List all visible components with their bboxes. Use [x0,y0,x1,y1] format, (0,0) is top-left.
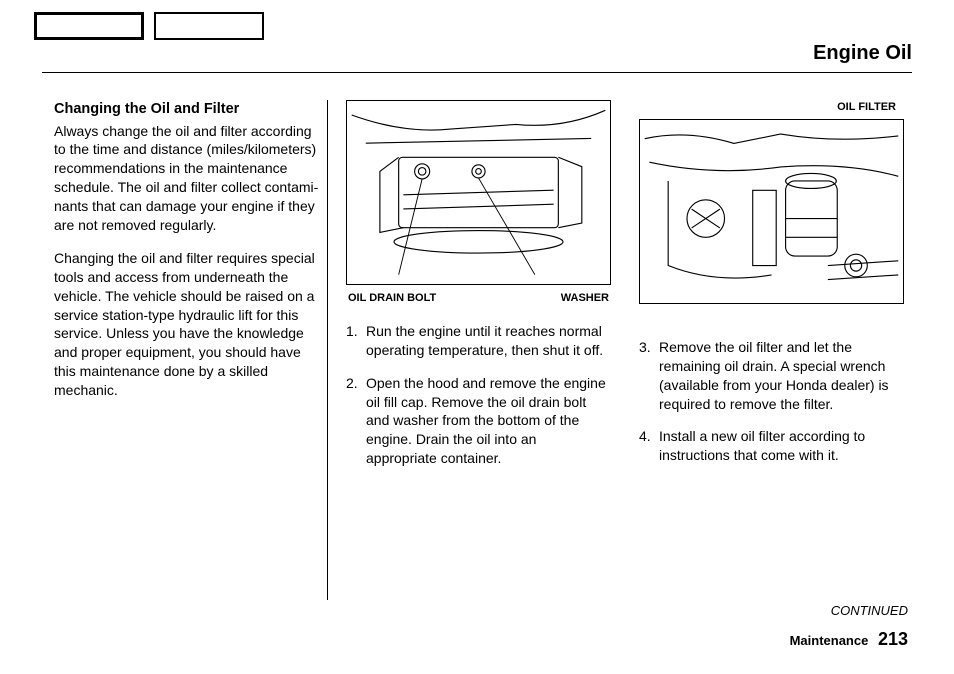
step-3: Remove the oil filter and let the remain… [639,338,904,414]
header-box-1 [34,12,144,40]
page-title: Engine Oil [813,42,912,65]
footer-page-number: 213 [878,629,908,649]
intro-paragraph-2: Changing the oil and filter requires spe… [54,249,319,400]
label-oil-filter: OIL FILTER [639,100,904,115]
steps-3-4: Remove the oil filter and let the remain… [639,338,904,465]
header-blank-boxes [34,12,264,40]
label-washer: WASHER [561,291,609,306]
title-rule [42,72,912,73]
drain-bolt-figure [346,100,611,285]
label-drain-bolt: OIL DRAIN BOLT [348,291,436,306]
step-4: Install a new oil filter according to in… [639,427,904,465]
figure-labels: OIL DRAIN BOLT WASHER [346,291,611,306]
column-3: OIL FILTER [621,100,912,600]
content-columns: Changing the Oil and Filter Always chang… [46,100,912,600]
column-2: OIL DRAIN BOLT WASHER Run the engine unt… [327,100,621,600]
intro-paragraph-1: Always change the oil and filter accordi… [54,122,319,235]
drain-bolt-illustration [347,101,610,284]
footer-section: Maintenance [790,633,869,648]
oil-filter-illustration [640,120,903,303]
header-box-2 [154,12,264,40]
step-2: Open the hood and remove the engine oil … [346,374,611,468]
page-footer: Maintenance 213 [790,629,908,650]
steps-1-2: Run the engine until it reaches normal o… [346,322,611,468]
column-1: Changing the Oil and Filter Always chang… [46,100,327,600]
section-heading: Changing the Oil and Filter [54,100,319,120]
step-1: Run the engine until it reaches normal o… [346,322,611,360]
continued-marker: CONTINUED [831,603,908,618]
oil-filter-figure [639,119,904,304]
